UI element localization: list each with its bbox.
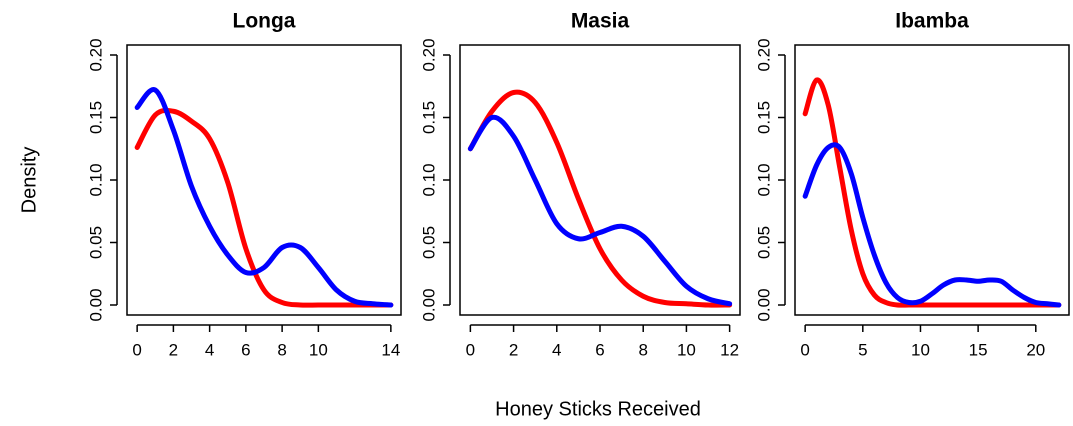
x-axis-label: Honey Sticks Received (495, 398, 701, 420)
x-tick-label: 0 (800, 340, 809, 359)
x-tick-label: 12 (720, 340, 739, 359)
x-tick-label: 2 (509, 340, 518, 359)
y-tick-label: 0.15 (754, 101, 773, 134)
plot-box (794, 44, 1070, 316)
y-tick-label: 0.00 (419, 288, 438, 321)
density-line (467, 89, 733, 308)
x-tick-label: 10 (309, 340, 328, 359)
y-tick-label: 0.15 (419, 101, 438, 134)
density-line (467, 114, 733, 307)
y-tick-label: 0.00 (754, 288, 773, 321)
x-tick-label: 2 (169, 340, 178, 359)
density-line (134, 87, 394, 308)
y-tick-label: 0.05 (754, 226, 773, 259)
y-tick-label: 0.15 (86, 101, 105, 134)
x-tick-label: 8 (638, 340, 647, 359)
x-tick-label: 14 (381, 340, 400, 359)
density-line (802, 142, 1062, 308)
y-tick-label: 0.10 (419, 163, 438, 196)
plot-box (459, 44, 741, 316)
y-axis-label: Density (18, 147, 40, 214)
x-tick-label: 6 (595, 340, 604, 359)
x-tick-label: 0 (466, 340, 475, 359)
x-tick-label: 20 (1026, 340, 1045, 359)
x-tick-label: 10 (911, 340, 930, 359)
plot-box (126, 44, 402, 316)
panel-title: Masia (571, 10, 630, 33)
y-tick-label: 0.20 (754, 38, 773, 71)
density-line (134, 107, 394, 308)
panel-title: Longa (233, 10, 296, 33)
y-tick-label: 0.10 (86, 163, 105, 196)
y-tick-label: 0.05 (86, 226, 105, 259)
density-line (802, 77, 1062, 308)
x-tick-label: 6 (241, 340, 250, 359)
x-tick-label: 4 (205, 340, 214, 359)
x-tick-label: 4 (552, 340, 561, 359)
y-tick-label: 0.20 (419, 38, 438, 71)
x-tick-label: 15 (969, 340, 988, 359)
x-tick-label: 0 (132, 340, 141, 359)
y-tick-label: 0.10 (754, 163, 773, 196)
x-tick-label: 8 (277, 340, 286, 359)
y-tick-label: 0.05 (419, 226, 438, 259)
x-tick-label: 5 (858, 340, 867, 359)
panel-title: Ibamba (895, 10, 969, 33)
y-tick-label: 0.20 (86, 38, 105, 71)
y-tick-label: 0.00 (86, 288, 105, 321)
x-tick-label: 10 (677, 340, 696, 359)
